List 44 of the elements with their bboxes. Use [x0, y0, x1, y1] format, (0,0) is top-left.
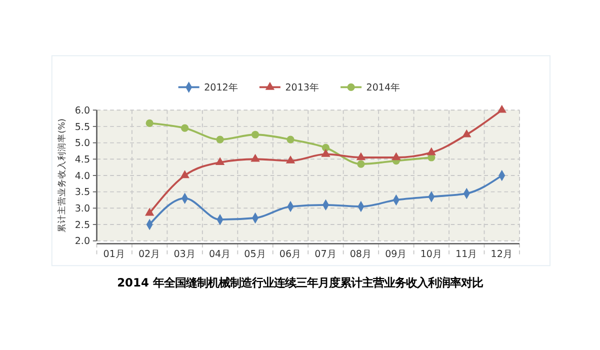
x-tick-label: 11月: [456, 249, 478, 260]
point: [356, 152, 366, 160]
point: [144, 208, 154, 216]
legend-label: 2014年: [366, 82, 401, 94]
point: [286, 155, 296, 164]
point: [497, 104, 506, 113]
point: [322, 144, 330, 152]
text: 2014 年全国缝制机械制造行业连续三年月度累计主营业务收入利润率对比: [117, 276, 483, 290]
y-tick-label: 3.0: [74, 204, 90, 214]
x-tick-label: 01月: [103, 249, 126, 260]
legend-label: 2012年: [204, 82, 238, 94]
x-tick-label: 10月: [420, 249, 442, 260]
x-tick-label: 02月: [138, 249, 161, 260]
point: [357, 160, 365, 168]
x-tick-label: 04月: [208, 249, 232, 260]
x-tick-label: 03月: [174, 249, 196, 260]
point: [426, 147, 436, 156]
point: [462, 129, 472, 138]
y-tick-label: 4.5: [74, 154, 90, 166]
x-tick-label: 05月: [244, 249, 266, 260]
y-tick-label: 4.0: [74, 170, 90, 182]
x-tick-label: 06月: [279, 249, 302, 260]
x-tick-label: 09月: [385, 249, 408, 260]
point: [215, 157, 225, 166]
point: [216, 136, 224, 144]
y-tick-label: 2.5: [74, 220, 90, 231]
point: [146, 119, 154, 127]
point: [321, 148, 330, 157]
point: [251, 130, 260, 138]
point: [392, 152, 401, 160]
y-tick-label: 5.0: [74, 138, 90, 150]
legend-label: 2013年: [285, 82, 320, 94]
y-tick-label: 2.0: [74, 236, 90, 248]
point: [286, 136, 294, 144]
point: [181, 124, 189, 132]
point: [180, 170, 190, 178]
point: [250, 154, 260, 162]
y-tick-label: 6.0: [74, 105, 90, 116]
y-tick-label: 5.5: [74, 122, 90, 133]
x-tick-label: 12月: [490, 249, 513, 260]
y-tick-label: 3.5: [74, 187, 90, 198]
y-axis-title: 累计主营业务收入利润率(%): [56, 118, 68, 232]
x-tick-label: 07月: [314, 249, 337, 260]
x-tick-label: 08月: [350, 249, 372, 260]
